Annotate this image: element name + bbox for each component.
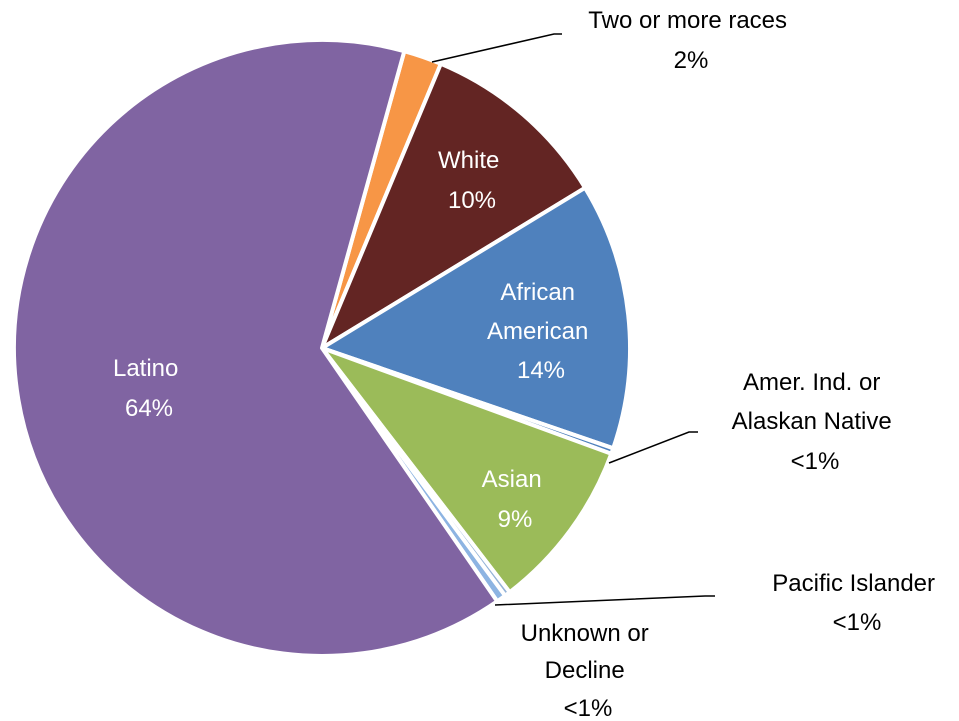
label-unknown-line2: Decline <box>545 657 625 684</box>
label-asian-name: Asian <box>482 466 542 493</box>
label-pacific-islander-pct: <1% <box>833 609 882 636</box>
label-pacific-islander-name: Pacific Islander <box>772 570 935 597</box>
label-amer-ind-line2: Alaskan Native <box>732 408 892 435</box>
label-two-or-more-races-name: Two or more races <box>588 7 787 34</box>
label-african-american-line2: American <box>487 318 588 345</box>
label-two-or-more-races-pct: 2% <box>674 47 709 74</box>
pie-slices <box>11 38 632 658</box>
pie-slice-white <box>320 61 588 350</box>
label-two-or-more-races: Two or more races 2% <box>588 7 793 74</box>
label-amer-ind-line1: Amer. Ind. or <box>743 369 880 396</box>
leader-line-pacific-islander <box>494 595 715 606</box>
pie-slice-asian <box>320 346 614 595</box>
label-white-pct: 10% <box>448 187 496 214</box>
label-pacific-islander: Pacific Islander <1% <box>772 570 941 636</box>
label-amer-ind-pct: <1% <box>791 448 840 475</box>
label-latino-pct: 64% <box>125 395 173 422</box>
label-unknown-pct: <1% <box>564 695 613 721</box>
leader-line-amer-ind <box>608 431 698 464</box>
label-african-american: African American 14% <box>487 279 595 384</box>
leader-line-two-or-more-races <box>431 33 562 63</box>
label-unknown-line1: Unknown or <box>521 620 649 647</box>
label-asian-pct: 9% <box>498 506 533 533</box>
pie-slice-latino <box>11 38 500 658</box>
label-latino: Latino 64% <box>113 355 185 422</box>
label-white: White 10% <box>438 147 506 214</box>
pie-slice-african-american <box>320 185 632 451</box>
label-amer-ind: Amer. Ind. or Alaskan Native <1% <box>732 369 899 475</box>
label-african-american-line1: African <box>500 279 575 306</box>
label-unknown-or-decline: Unknown or Decline <1% <box>521 620 656 721</box>
label-asian: Asian 9% <box>482 466 549 533</box>
label-latino-name: Latino <box>113 355 178 382</box>
label-white-name: White <box>438 147 499 174</box>
label-african-american-pct: 14% <box>517 357 565 384</box>
